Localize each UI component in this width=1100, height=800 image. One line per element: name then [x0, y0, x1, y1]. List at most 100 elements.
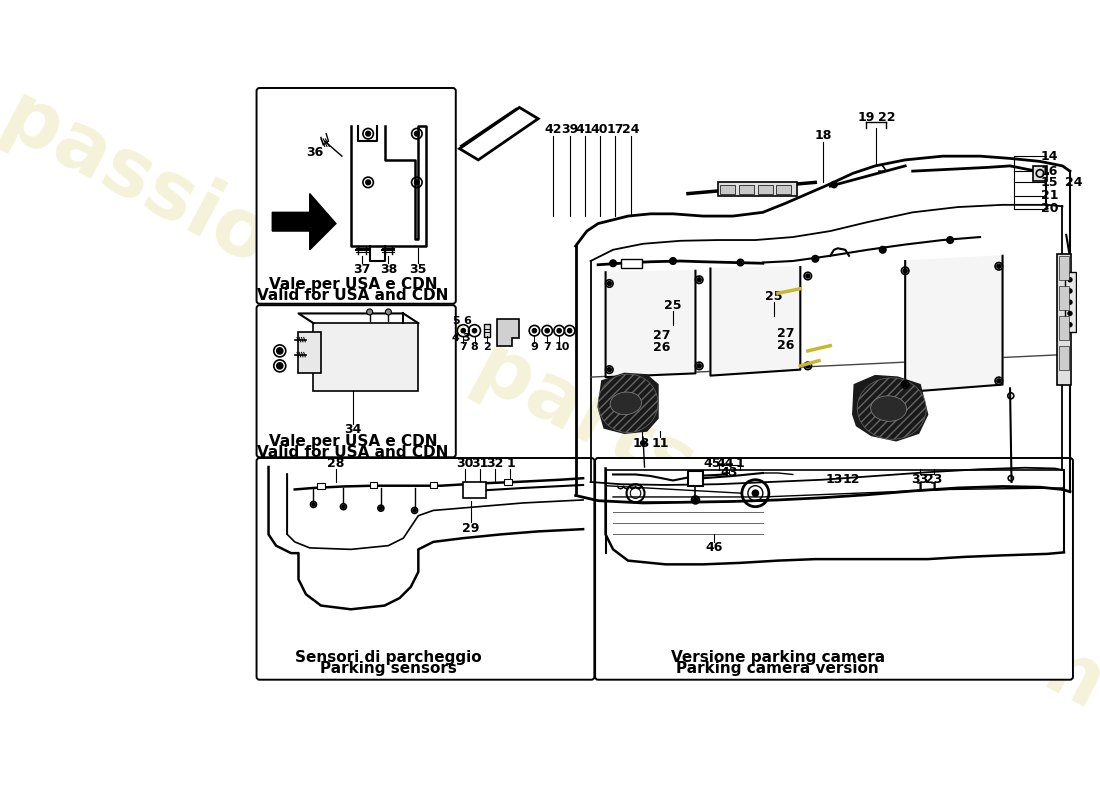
Bar — [1057, 254, 1070, 385]
Text: 27: 27 — [777, 327, 794, 340]
Text: 31: 31 — [471, 458, 488, 470]
Text: 41: 41 — [576, 123, 593, 137]
Bar — [314, 323, 418, 390]
Bar — [1065, 272, 1076, 332]
Text: 7: 7 — [543, 342, 551, 352]
Circle shape — [670, 258, 676, 264]
FancyBboxPatch shape — [256, 306, 455, 458]
Polygon shape — [460, 107, 538, 160]
Text: 23: 23 — [925, 474, 943, 486]
Text: Valid for USA and CDN: Valid for USA and CDN — [257, 446, 449, 460]
Text: Valid for USA and CDN: Valid for USA and CDN — [257, 288, 449, 303]
Polygon shape — [497, 318, 519, 346]
Circle shape — [694, 498, 697, 502]
Bar — [718, 182, 796, 196]
Circle shape — [414, 509, 416, 512]
Text: 17: 17 — [606, 123, 624, 137]
Circle shape — [610, 260, 616, 266]
Circle shape — [557, 329, 561, 333]
Text: 30: 30 — [456, 458, 473, 470]
Bar — [739, 185, 754, 194]
Text: 32: 32 — [486, 458, 504, 470]
Text: 22: 22 — [878, 111, 895, 125]
Text: 8: 8 — [471, 342, 478, 352]
Text: 12: 12 — [843, 474, 860, 486]
Text: 16: 16 — [1041, 165, 1058, 178]
Circle shape — [366, 131, 371, 136]
Text: 1: 1 — [930, 482, 938, 494]
Circle shape — [607, 282, 612, 286]
FancyBboxPatch shape — [256, 458, 594, 680]
Bar — [298, 332, 321, 374]
Text: 13: 13 — [825, 474, 843, 486]
Text: 6: 6 — [463, 316, 471, 326]
Bar — [484, 324, 491, 338]
Circle shape — [366, 180, 371, 185]
Text: passion for parts shop.com: passion for parts shop.com — [0, 75, 1100, 724]
Text: 34: 34 — [344, 423, 362, 436]
Text: 40: 40 — [591, 123, 608, 137]
Circle shape — [997, 264, 1001, 268]
Circle shape — [607, 368, 612, 371]
Circle shape — [806, 364, 810, 368]
Text: 9: 9 — [530, 342, 538, 352]
Text: 25: 25 — [664, 299, 682, 313]
Bar — [688, 471, 703, 486]
Bar — [777, 185, 791, 194]
Text: Sensori di parcheggio: Sensori di parcheggio — [295, 650, 482, 665]
Text: 1: 1 — [506, 458, 515, 470]
Circle shape — [379, 506, 383, 510]
Text: Parking sensors: Parking sensors — [320, 661, 456, 676]
Text: 37: 37 — [353, 262, 371, 276]
Text: 24: 24 — [623, 123, 640, 137]
Ellipse shape — [610, 392, 641, 414]
Text: 29: 29 — [462, 522, 480, 535]
Circle shape — [903, 269, 907, 273]
Text: 13: 13 — [632, 437, 650, 450]
Polygon shape — [598, 374, 658, 434]
Text: 43: 43 — [720, 466, 738, 479]
Circle shape — [342, 505, 345, 508]
Circle shape — [697, 278, 701, 282]
Circle shape — [612, 262, 615, 265]
Circle shape — [277, 348, 283, 354]
Circle shape — [697, 364, 701, 368]
Bar — [620, 258, 641, 268]
Polygon shape — [852, 376, 927, 441]
Circle shape — [641, 441, 646, 446]
Circle shape — [806, 274, 810, 278]
Text: 44: 44 — [717, 458, 734, 470]
Circle shape — [948, 238, 951, 242]
Bar — [505, 479, 512, 485]
Bar — [1058, 346, 1069, 370]
Circle shape — [814, 258, 817, 260]
Circle shape — [903, 382, 907, 386]
Text: 20: 20 — [1041, 202, 1058, 215]
Circle shape — [881, 248, 884, 251]
Bar — [1058, 286, 1069, 310]
Bar — [370, 482, 377, 488]
Text: 3: 3 — [462, 333, 470, 343]
Text: 26: 26 — [777, 339, 794, 352]
Polygon shape — [273, 194, 336, 250]
Text: 28: 28 — [328, 458, 344, 470]
Circle shape — [1068, 289, 1071, 293]
Text: Parking camera version: Parking camera version — [676, 661, 879, 676]
Bar — [430, 482, 437, 488]
Circle shape — [277, 363, 283, 369]
Text: Versione parking camera: Versione parking camera — [671, 650, 884, 665]
Circle shape — [532, 329, 537, 333]
Text: 14: 14 — [1041, 150, 1058, 162]
Circle shape — [830, 182, 837, 188]
FancyBboxPatch shape — [595, 458, 1072, 680]
Text: 10: 10 — [554, 342, 570, 352]
Ellipse shape — [871, 396, 906, 422]
Text: 38: 38 — [379, 262, 397, 276]
Text: 4: 4 — [452, 333, 460, 343]
Text: 36: 36 — [306, 146, 323, 159]
Circle shape — [737, 259, 744, 266]
Text: Vale per USA e CDN: Vale per USA e CDN — [268, 277, 438, 292]
Text: 5: 5 — [452, 316, 460, 326]
Circle shape — [880, 246, 886, 253]
Text: 26: 26 — [653, 341, 670, 354]
